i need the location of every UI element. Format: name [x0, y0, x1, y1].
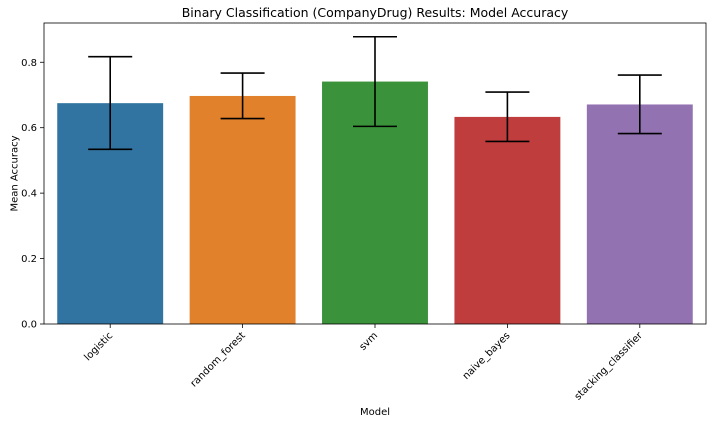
x-tick-label: random_forest	[189, 330, 248, 389]
x-tick-label: logistic	[82, 330, 115, 363]
error-bar-random_forest	[220, 72, 265, 120]
error-bars	[88, 35, 662, 151]
y-axis: 0.0 0.2 0.4 0.6 0.8	[21, 58, 44, 331]
x-axis-label: Model	[360, 407, 390, 418]
bar-naive_bayes	[454, 116, 561, 324]
y-tick-label: 0.8	[21, 58, 37, 69]
error-bar-naive_bayes	[485, 91, 530, 143]
x-tick-label: stacking_classifier	[573, 330, 646, 403]
y-axis-label: Mean Accuracy	[10, 135, 21, 211]
bar-random_forest	[189, 95, 296, 325]
y-tick-label: 0.6	[21, 123, 37, 134]
y-tick-label: 0.0	[21, 320, 37, 331]
x-axis: logistic random_forest svm naive_bayes stack…	[82, 324, 646, 403]
x-tick-label: svm	[358, 330, 381, 353]
bars	[57, 81, 693, 325]
error-bar-svm	[353, 35, 397, 128]
y-tick-label: 0.4	[21, 189, 37, 200]
chart-title: Binary Classification (CompanyDrug) Resu…	[182, 5, 569, 20]
bar-stacking_classifier	[586, 104, 693, 324]
error-bar-logistic	[88, 55, 133, 151]
y-tick-label: 0.2	[21, 254, 37, 265]
plot-frame	[43, 22, 707, 325]
error-bar-stacking_classifier	[617, 74, 662, 135]
x-tick-label: naive_bayes	[461, 330, 513, 382]
